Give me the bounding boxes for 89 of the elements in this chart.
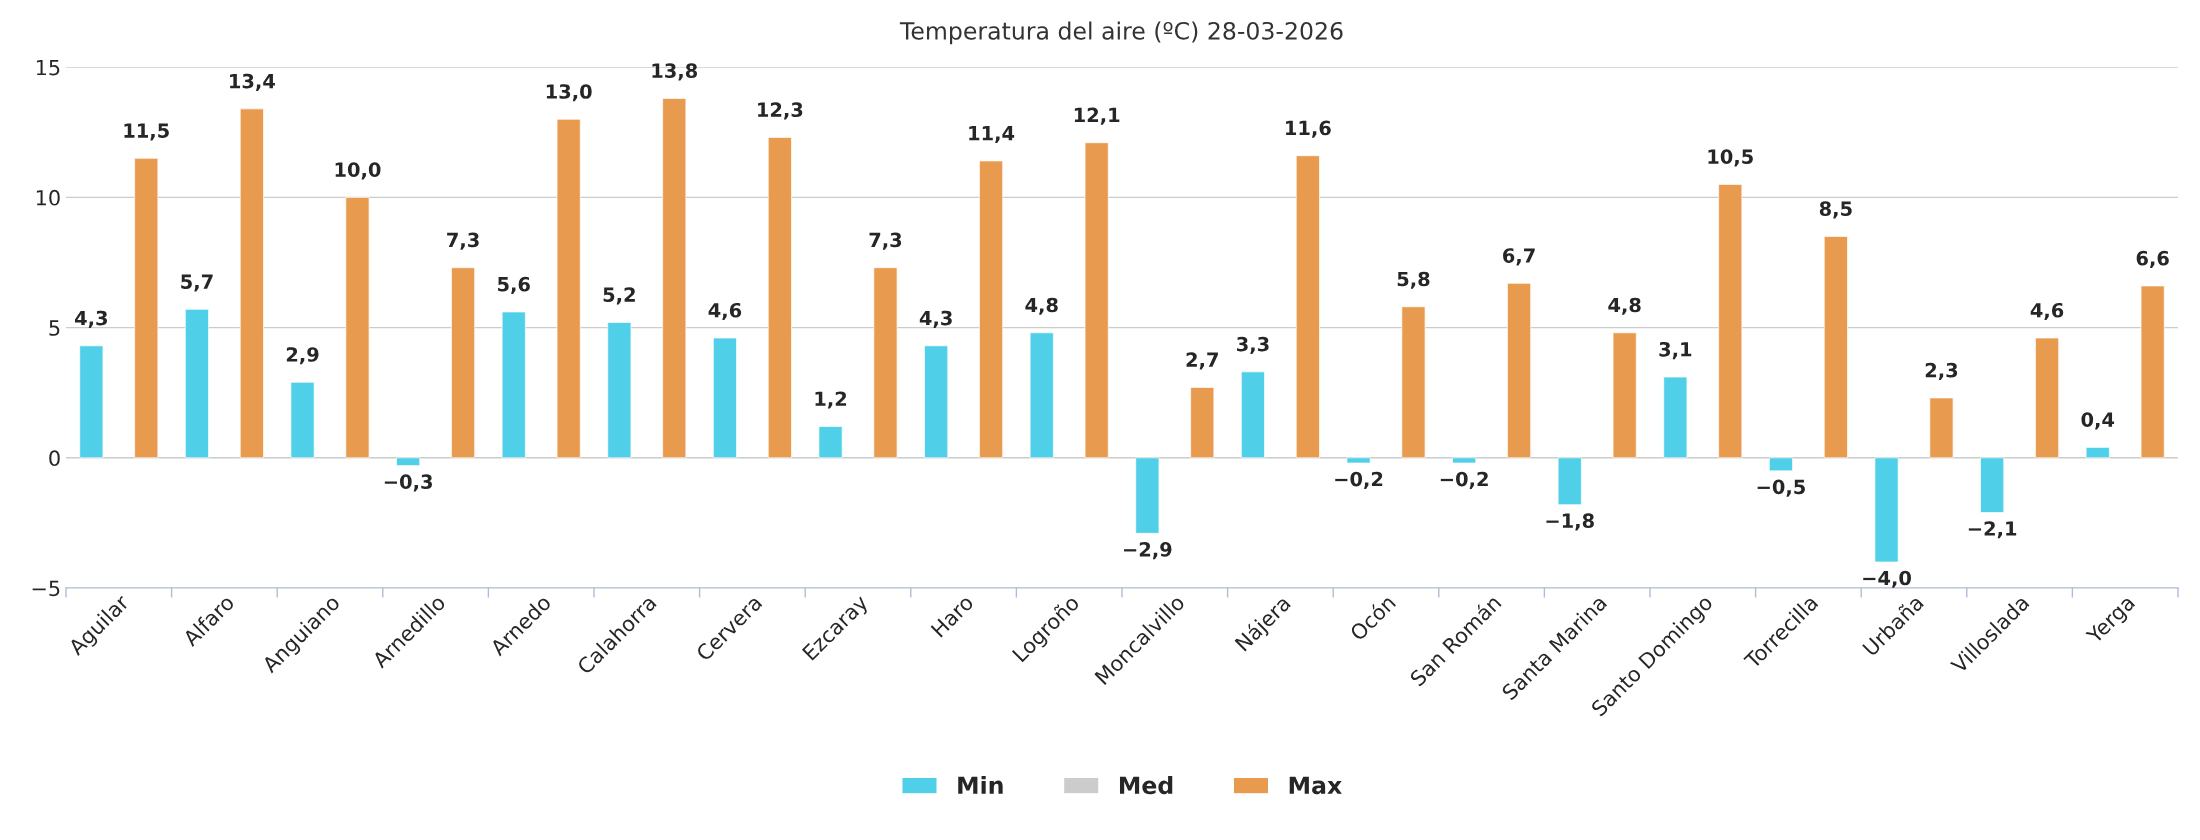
data-label: 8,5 xyxy=(1819,201,1852,219)
data-label: −4,0 xyxy=(1863,570,1911,588)
data-label: 3,3 xyxy=(1237,336,1269,354)
data-label: −0,2 xyxy=(1440,471,1488,489)
data-label: 5,2 xyxy=(603,287,635,305)
bar xyxy=(345,197,370,459)
chart-title: Temperatura del aire (ºC) 28-03-2026 xyxy=(899,21,1343,45)
bar xyxy=(501,311,526,459)
y-tick-label: 15 xyxy=(36,59,60,76)
data-label: 2,7 xyxy=(1186,352,1218,370)
data-label: 10,0 xyxy=(335,162,381,180)
y-tick-label: 5 xyxy=(49,320,60,336)
bar xyxy=(1823,236,1848,459)
bar xyxy=(451,267,476,459)
data-label: 7,3 xyxy=(447,232,479,250)
bar xyxy=(1084,142,1109,459)
data-label: 4,6 xyxy=(2030,302,2064,321)
bar xyxy=(1346,457,1371,464)
bar xyxy=(1240,371,1265,459)
data-label: 11,6 xyxy=(1286,120,1331,138)
legend-label: Min xyxy=(958,775,1003,794)
data-label: 1,2 xyxy=(815,391,847,409)
data-label: 5,6 xyxy=(498,276,530,295)
bar xyxy=(1135,457,1160,534)
bar xyxy=(2085,447,2110,459)
data-label: 0,4 xyxy=(2081,412,2115,430)
data-label: 4,6 xyxy=(708,302,742,321)
bar xyxy=(1452,457,1477,464)
bar xyxy=(2140,285,2165,459)
data-label: 2,3 xyxy=(1925,362,1958,380)
bar xyxy=(979,160,1004,459)
bar xyxy=(1929,397,1954,459)
y-tick-label: 10 xyxy=(36,189,60,206)
bar xyxy=(184,309,209,459)
data-label: 6,6 xyxy=(2136,250,2169,268)
data-label: 3,1 xyxy=(1659,341,1692,360)
bar xyxy=(1401,306,1426,459)
data-label: 4,3 xyxy=(919,310,952,328)
bar xyxy=(134,157,159,459)
data-label: 12,3 xyxy=(758,102,803,120)
bar xyxy=(2035,337,2060,459)
bar xyxy=(79,345,104,459)
data-label: −0,2 xyxy=(1335,471,1383,489)
bar xyxy=(1190,387,1215,459)
data-label: 13,4 xyxy=(230,73,275,91)
legend-label: Max xyxy=(1289,776,1342,795)
bar xyxy=(290,381,315,459)
data-label: 11,4 xyxy=(969,126,1015,143)
bar xyxy=(607,322,632,459)
bar xyxy=(556,118,581,459)
data-label: 10,5 xyxy=(1708,149,1753,167)
data-label: 13,0 xyxy=(546,84,592,102)
bar xyxy=(1663,376,1688,459)
data-label: 4,8 xyxy=(1608,297,1641,315)
data-label: 5,8 xyxy=(1397,271,1430,289)
data-label: −2,9 xyxy=(1124,541,1172,560)
data-label: −0,3 xyxy=(384,474,432,492)
bar xyxy=(1718,184,1743,459)
bar xyxy=(1295,155,1320,459)
data-label: 5,7 xyxy=(181,274,213,292)
y-tick-label: 0 xyxy=(49,450,60,467)
data-label: −0,5 xyxy=(1757,479,1805,497)
bar xyxy=(662,98,687,459)
bar xyxy=(1612,332,1637,459)
data-label: 6,7 xyxy=(1503,248,1535,266)
data-label: −1,8 xyxy=(1546,513,1594,531)
data-label: 4,3 xyxy=(75,310,108,328)
bar xyxy=(396,457,421,466)
data-label: 7,3 xyxy=(869,232,902,250)
bar xyxy=(818,426,843,459)
y-tick-label: −5 xyxy=(32,580,60,597)
bar xyxy=(1507,282,1532,459)
data-label: 4,8 xyxy=(1025,297,1058,315)
bar xyxy=(1557,457,1582,506)
bar xyxy=(1768,457,1793,472)
bar xyxy=(1980,457,2005,513)
bar xyxy=(712,337,737,459)
bar xyxy=(239,108,264,459)
data-label: −2,1 xyxy=(1968,521,2017,539)
bar xyxy=(1874,457,1899,563)
legend-label: Med xyxy=(1119,775,1173,795)
data-label: 12,1 xyxy=(1074,107,1120,125)
bar xyxy=(924,345,949,459)
data-label: 11,5 xyxy=(124,123,169,141)
bar xyxy=(1029,332,1054,459)
data-label: 2,9 xyxy=(286,347,319,365)
bar xyxy=(873,267,898,459)
bar xyxy=(767,137,792,459)
data-label: 13,8 xyxy=(652,63,698,81)
